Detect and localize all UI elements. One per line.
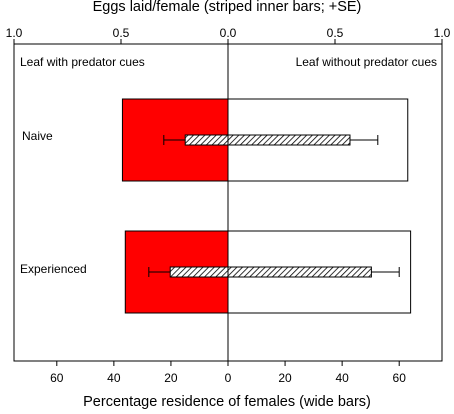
eggs-bar-without-cues-experienced — [227, 266, 372, 278]
eggs-bar-with-cues-naive — [184, 134, 229, 146]
bottom-axis-tick-label: 60 — [393, 371, 407, 385]
eggs-bar-without-cues-naive — [227, 134, 351, 146]
right-side-label: Leaf without predator cues — [295, 55, 437, 69]
category-label-experienced: Experienced — [20, 262, 87, 276]
top-axis-tick-label: 1.0 — [434, 26, 451, 40]
top-axis-tick-label: 0.5 — [113, 26, 130, 40]
top-axis-tick-label: 1.0 — [6, 26, 23, 40]
bottom-axis-title: Percentage residence of females (wide ba… — [83, 394, 371, 410]
bottom-axis-tick-label: 40 — [335, 371, 349, 385]
eggs-bar-with-cues-experienced — [169, 266, 229, 278]
top-axis-tick-label: 0.5 — [327, 26, 344, 40]
bottom-axis-tick-label: 40 — [107, 371, 121, 385]
bottom-axis-tick-label: 0 — [225, 371, 232, 385]
bottom-axis-tick-label: 20 — [164, 371, 178, 385]
top-axis-title: Eggs laid/female (striped inner bars; +S… — [92, 0, 362, 15]
category-label-naive: Naive — [22, 129, 53, 143]
left-side-label: Leaf with predator cues — [20, 55, 145, 69]
top-axis-tick-label: 0.0 — [220, 26, 237, 40]
bottom-axis-tick-label: 20 — [278, 371, 292, 385]
bottom-axis-tick-label: 60 — [50, 371, 64, 385]
